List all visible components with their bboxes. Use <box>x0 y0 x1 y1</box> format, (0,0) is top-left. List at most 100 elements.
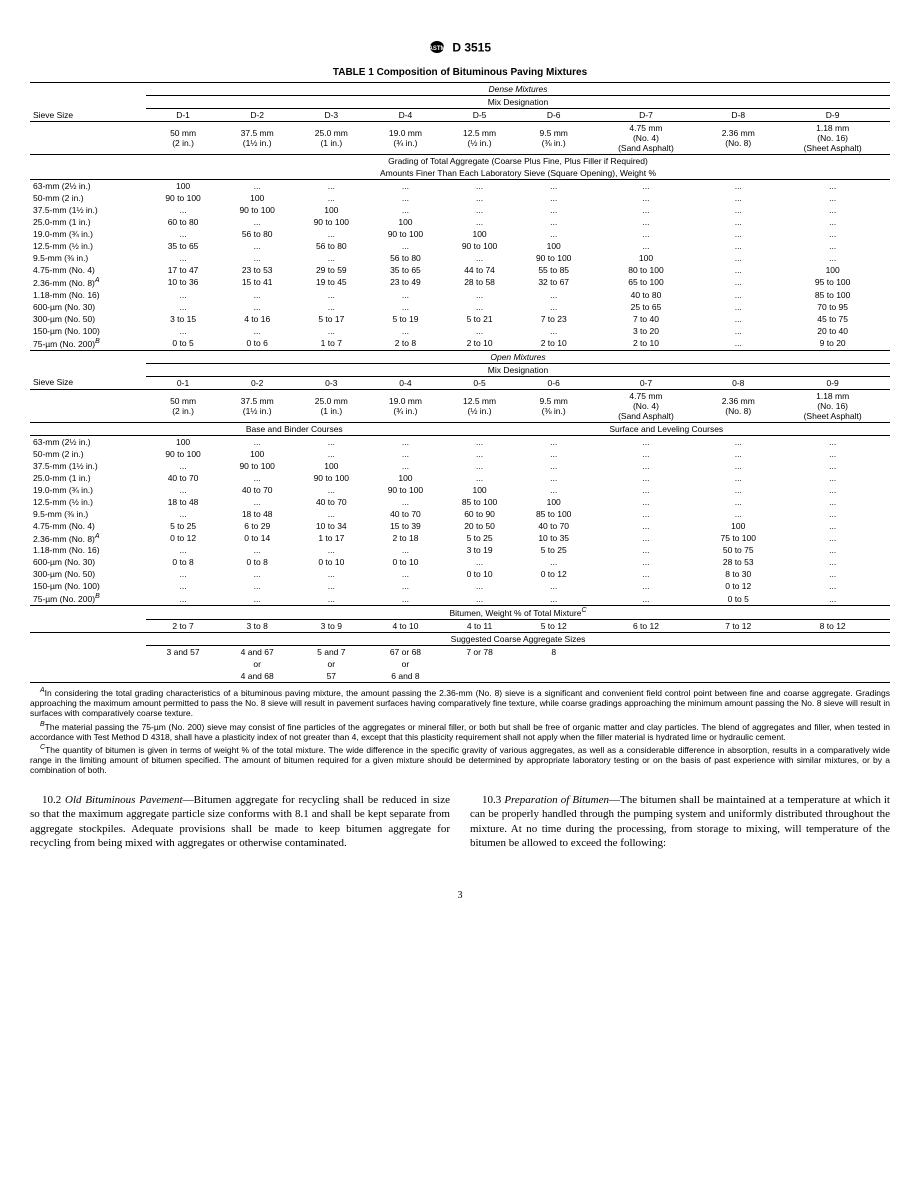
cell: ... <box>517 325 591 337</box>
cell: 20 to 40 <box>775 325 890 337</box>
cell: 0 to 8 <box>146 556 220 568</box>
cell: ... <box>775 180 890 193</box>
cell: ... <box>294 448 368 460</box>
cell: 100 <box>368 472 442 484</box>
cell: 5 to 25 <box>517 544 591 556</box>
cell: ... <box>294 252 368 264</box>
agg-cell <box>591 670 701 683</box>
cell: 2 to 8 <box>368 337 442 350</box>
agg-cell: 7 or 78 <box>443 646 517 659</box>
doc-header: ASTM D 3515 <box>30 40 890 57</box>
cell: 5 to 17 <box>294 313 368 325</box>
bitumen-cell: 4 to 10 <box>368 620 442 633</box>
cell: 5 to 25 <box>146 520 220 532</box>
footnote-a: In considering the total grading charact… <box>30 688 890 718</box>
cell: 0 to 10 <box>294 556 368 568</box>
size-header: 19.0 mm(¾ in.) <box>368 122 442 155</box>
cell: ... <box>368 460 442 472</box>
cell: 35 to 65 <box>368 264 442 276</box>
cell: 20 to 50 <box>443 520 517 532</box>
sieve-row-label: 25.0-mm (1 in.) <box>30 216 146 228</box>
agg-cell: 8 <box>517 646 591 659</box>
cell: ... <box>294 228 368 240</box>
cell: 18 to 48 <box>146 496 220 508</box>
cell: ... <box>368 325 442 337</box>
bitumen-cell: 2 to 7 <box>146 620 220 633</box>
cell: ... <box>775 448 890 460</box>
cell: 100 <box>220 192 294 204</box>
cell: ... <box>775 435 890 448</box>
grading-head1: Grading of Total Aggregate (Coarse Plus … <box>146 155 890 168</box>
bitumen-cell: 8 to 12 <box>775 620 890 633</box>
dense-header: Dense Mixtures <box>146 83 890 96</box>
cell: ... <box>701 276 775 289</box>
cell: ... <box>591 472 701 484</box>
cell: 55 to 85 <box>517 264 591 276</box>
cell: ... <box>591 228 701 240</box>
cell: ... <box>146 568 220 580</box>
astm-logo-icon: ASTM <box>429 40 445 57</box>
cell: ... <box>591 520 701 532</box>
cell: ... <box>775 544 890 556</box>
agg-cell <box>591 658 701 670</box>
cell: 0 to 10 <box>443 568 517 580</box>
table-title: TABLE 1 Composition of Bituminous Paving… <box>30 67 890 78</box>
cell: 28 to 53 <box>701 556 775 568</box>
cell: ... <box>443 580 517 592</box>
cell: 15 to 39 <box>368 520 442 532</box>
size-header: 1.18 mm(No. 16)(Sheet Asphalt) <box>775 389 890 422</box>
cell: 100 <box>146 435 220 448</box>
col-d7: D-7 <box>591 109 701 122</box>
cell: ... <box>220 435 294 448</box>
cell: ... <box>517 301 591 313</box>
agg-cell: 4 and 67 <box>220 646 294 659</box>
cell: ... <box>294 180 368 193</box>
cell: 8 to 30 <box>701 568 775 580</box>
cell: ... <box>591 592 701 605</box>
col-d2: D-2 <box>220 109 294 122</box>
footnote-c: The quantity of bitumen is given in term… <box>30 745 890 775</box>
cell: 0 to 12 <box>146 532 220 545</box>
cell: ... <box>517 435 591 448</box>
cell: ... <box>220 472 294 484</box>
cell: ... <box>146 289 220 301</box>
cell: 0 to 6 <box>220 337 294 350</box>
cell: ... <box>775 568 890 580</box>
cell: ... <box>294 301 368 313</box>
sieve-row-label: 12.5-mm (½ in.) <box>30 240 146 252</box>
cell: ... <box>701 252 775 264</box>
cell: ... <box>517 484 591 496</box>
agg-cell <box>591 646 701 659</box>
sieve-row-label: 600-µm (No. 30) <box>30 301 146 313</box>
body-text: 10.2 Old Bituminous Pavement—Bitumen agg… <box>30 793 890 850</box>
col-d1: D-1 <box>146 109 220 122</box>
cell: 7 to 23 <box>517 313 591 325</box>
agg-cell <box>146 670 220 683</box>
size-header: 1.18 mm(No. 16)(Sheet Asphalt) <box>775 122 890 155</box>
cell: ... <box>701 216 775 228</box>
cell: ... <box>443 325 517 337</box>
cell: ... <box>294 435 368 448</box>
cell: ... <box>701 435 775 448</box>
cell: ... <box>146 325 220 337</box>
col-d6: D-6 <box>517 109 591 122</box>
cell: 4 to 16 <box>220 313 294 325</box>
bitumen-cell: 5 to 12 <box>517 620 591 633</box>
cell: 32 to 67 <box>517 276 591 289</box>
cell: 19 to 45 <box>294 276 368 289</box>
agg-cell <box>775 646 890 659</box>
sieve-row-label: 12.5-mm (½ in.) <box>30 496 146 508</box>
cell: ... <box>368 435 442 448</box>
cell: 100 <box>701 520 775 532</box>
cell: 1 to 7 <box>294 337 368 350</box>
cell: ... <box>443 435 517 448</box>
mix-designation: Mix Designation <box>146 96 890 109</box>
cell: ... <box>294 568 368 580</box>
cell: 0 to 8 <box>220 556 294 568</box>
col-d8: D-8 <box>701 109 775 122</box>
cell: 3 to 20 <box>591 325 701 337</box>
col-header: 0-5 <box>443 376 517 389</box>
size-header: 37.5 mm(1½ in.) <box>220 389 294 422</box>
agg-cell <box>443 658 517 670</box>
bitumen-cell: 4 to 11 <box>443 620 517 633</box>
